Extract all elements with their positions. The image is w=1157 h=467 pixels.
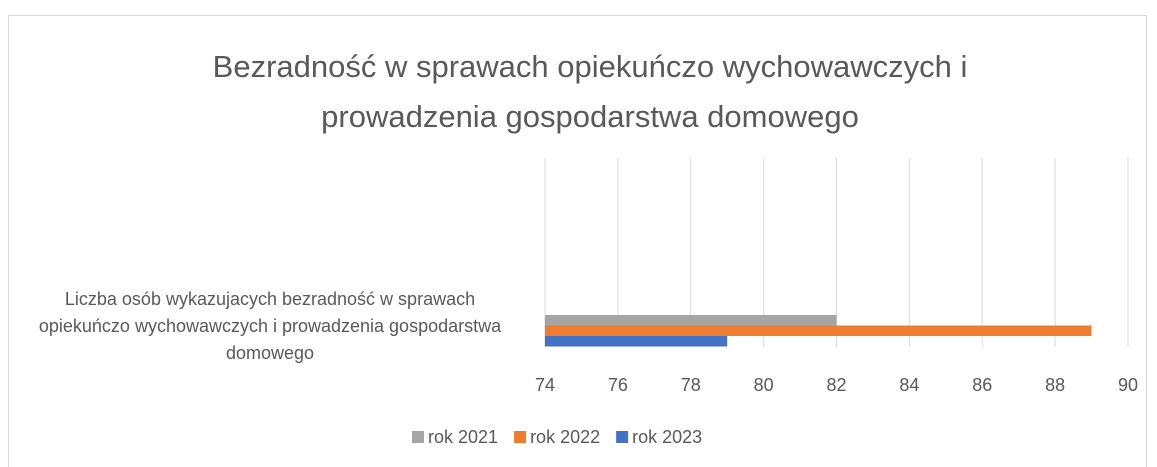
- legend-label: rok 2022: [530, 427, 600, 447]
- x-tick-label: 78: [681, 375, 701, 395]
- chart-frame: [8, 15, 1147, 467]
- legend-label: rok 2023: [632, 427, 702, 447]
- x-tick-label: 82: [826, 375, 846, 395]
- bar: [545, 315, 837, 326]
- x-tick-label: 80: [754, 375, 774, 395]
- legend-swatch: [412, 431, 424, 443]
- bar: [545, 325, 1092, 336]
- bar: [545, 336, 728, 347]
- x-tick-label: 76: [608, 375, 628, 395]
- legend-swatch: [514, 431, 527, 443]
- x-tick-label: 88: [1045, 375, 1065, 395]
- x-tick-label: 90: [1118, 375, 1138, 395]
- legend-label: rok 2021: [428, 427, 498, 447]
- x-tick-label: 84: [899, 375, 919, 395]
- category-label: Liczba osób wykazujacych bezradność w sp…: [38, 289, 502, 363]
- chart-title: Bezradność w sprawach opiekuńczo wychowa…: [212, 49, 968, 134]
- x-tick-label: 74: [535, 375, 555, 395]
- x-tick-label: 86: [972, 375, 992, 395]
- legend-swatch: [616, 431, 629, 443]
